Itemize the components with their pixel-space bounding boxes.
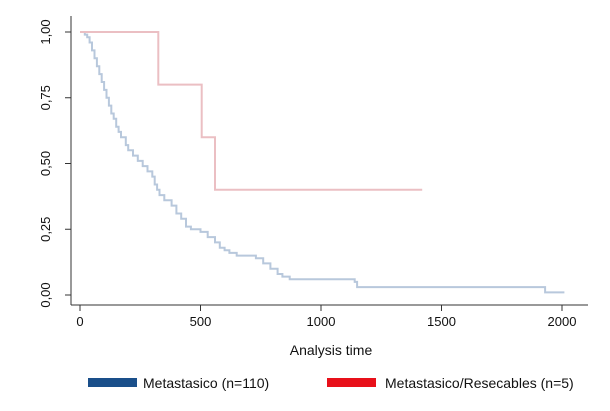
legend-label-1: Metastasico (n=110) [143,375,269,391]
x-tick-label: 1500 [427,314,456,329]
x-tick-label: 1000 [307,314,336,329]
x-ticks: 0 500 1000 1500 2000 [76,305,576,329]
y-tick-label: 0,00 [38,282,53,307]
y-tick-label: 1,00 [38,19,53,44]
series-line-2 [80,31,423,191]
legend: Metastasico (n=110) Metastasico/Resecable… [88,375,574,391]
series-line-1 [80,31,565,294]
series-layer [80,31,565,294]
x-axis-title: Analysis time [290,342,373,358]
axes [70,16,588,306]
y-tick-label: 0,25 [38,217,53,242]
y-tick-label: 0,75 [38,85,53,110]
y-ticks: 0,00 0,25 0,50 0,75 1,00 [38,19,71,308]
legend-swatch-2 [327,378,376,387]
x-tick-label: 2000 [548,314,577,329]
legend-swatch-1 [88,378,137,387]
x-tick-label: 500 [190,314,212,329]
y-tick-label: 0,50 [38,151,53,176]
legend-label-2: Metastasico/Resecables (n=5) [385,375,574,391]
x-tick-label: 0 [76,314,83,329]
